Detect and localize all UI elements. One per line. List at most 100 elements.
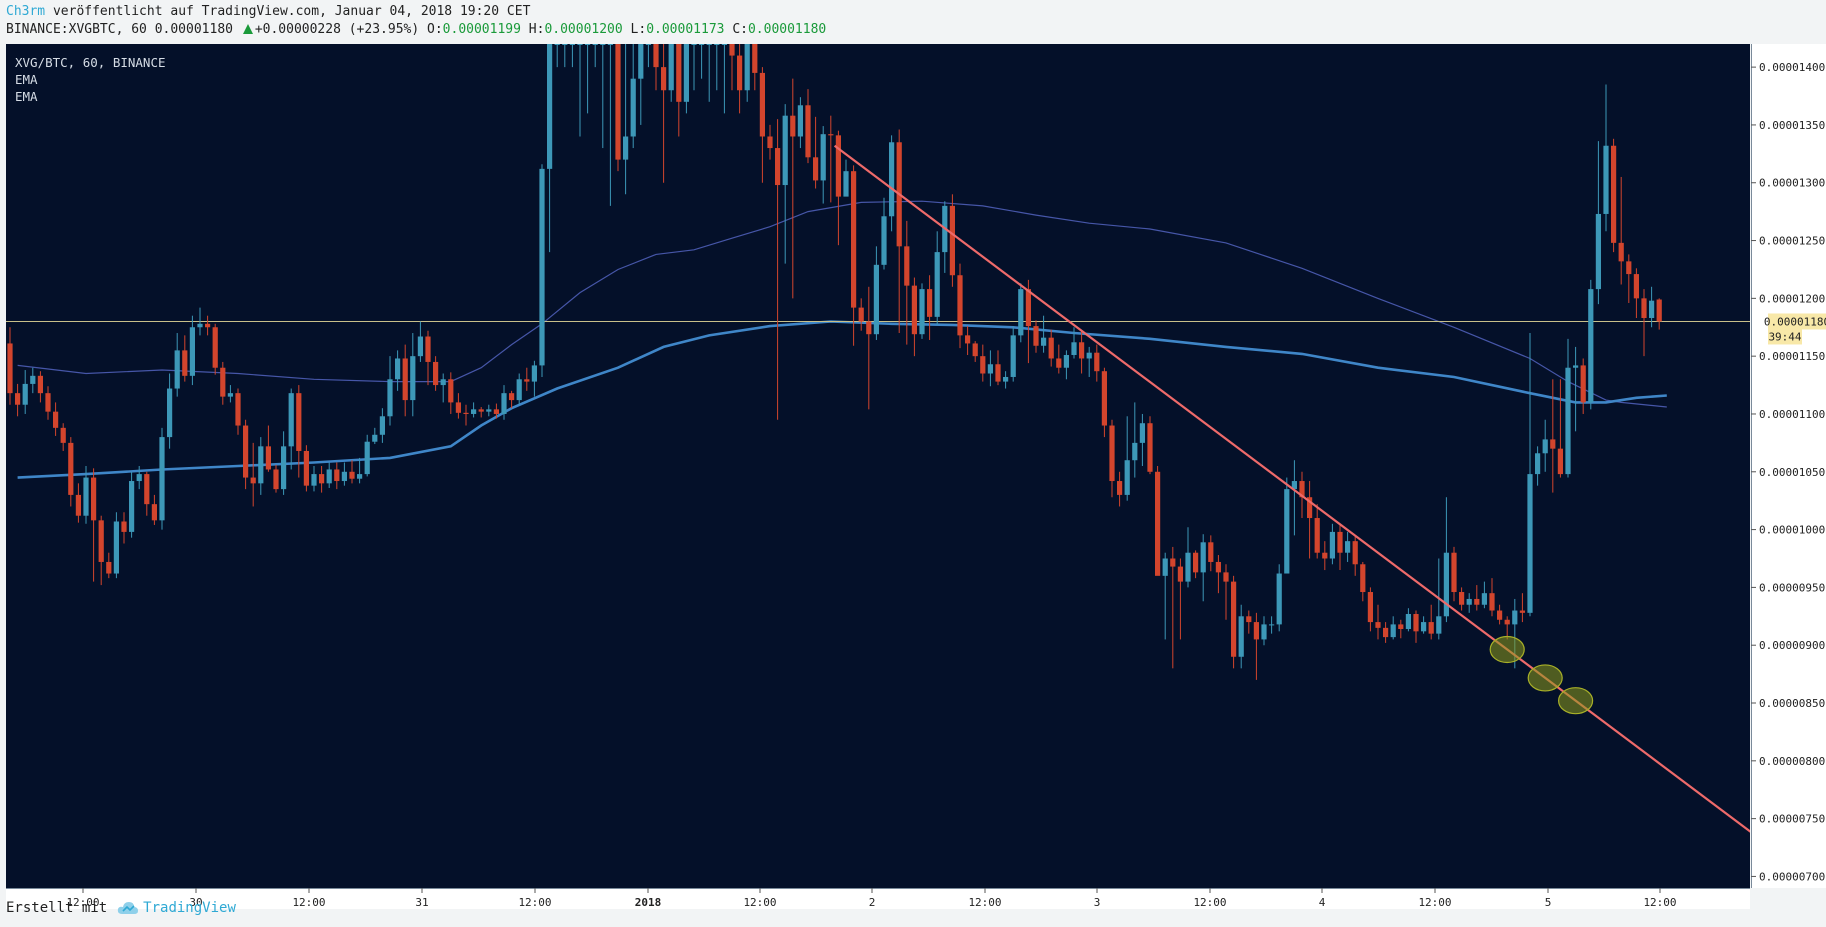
price-badge — [1768, 313, 1826, 330]
candle-down — [904, 246, 910, 286]
price-badge-label: 0.00001180 — [1764, 315, 1826, 328]
candle-up — [1086, 352, 1092, 359]
candle-down — [53, 411, 59, 428]
candle-down — [1170, 558, 1176, 567]
candle-up — [440, 379, 446, 386]
candle-up — [189, 327, 195, 376]
symbol-info: BINANCE:XVGBTC, 60 0.00001180 +0.0000022… — [6, 22, 826, 37]
candle-down — [1519, 610, 1525, 613]
time-tick-label: 12:00 — [743, 896, 776, 909]
candle-up — [1018, 289, 1024, 336]
candle-down — [296, 393, 302, 451]
candle-down — [349, 471, 355, 479]
candle-up — [341, 471, 347, 482]
candle-down — [98, 520, 104, 562]
candle-up — [554, 44, 560, 45]
candle-down — [661, 67, 667, 91]
candle-down — [319, 474, 325, 484]
time-tick-label: 12:00 — [292, 896, 325, 909]
candle-up — [83, 477, 89, 516]
candle-up — [1261, 624, 1267, 640]
plot-contents — [6, 44, 1750, 833]
candle-up — [281, 446, 287, 490]
candle-down — [965, 335, 971, 344]
candle-down — [1094, 352, 1100, 372]
price-change: +0.00000228 (+23.95%) — [254, 22, 420, 37]
candle-down — [1375, 622, 1381, 628]
high-value: 0.00001200 — [544, 22, 623, 37]
candle-up — [1421, 622, 1427, 632]
candle-up — [364, 441, 370, 475]
price-tick-label: 0.00001350 — [1759, 119, 1825, 132]
candle-up — [744, 44, 750, 91]
ema-fast-line — [17, 200, 1667, 408]
candle-up — [1329, 531, 1335, 559]
candle-up — [357, 474, 363, 479]
candle-down — [1383, 627, 1389, 638]
candle-up — [585, 44, 591, 45]
candle-down — [1147, 423, 1153, 472]
candle-up — [539, 168, 545, 366]
countdown-badge — [1768, 329, 1802, 345]
candle-down — [729, 44, 735, 56]
candle-down — [1474, 598, 1480, 605]
candle-up — [1185, 552, 1191, 582]
candle-up — [706, 44, 712, 45]
price-tick-label: 0.00001400 — [1759, 61, 1825, 74]
candle-up — [592, 44, 598, 45]
candle-down — [524, 379, 530, 382]
candle-down — [1215, 561, 1221, 573]
candle-up — [1162, 558, 1168, 576]
candle-up — [167, 388, 173, 438]
legend-ema: EMA — [15, 72, 38, 87]
candle-up — [30, 375, 36, 384]
candle-down — [1253, 622, 1259, 640]
candle-down — [478, 409, 484, 412]
plot-area — [6, 44, 1750, 888]
price-axis-line — [1751, 44, 1752, 888]
candle-down — [1117, 481, 1123, 495]
candle-up — [889, 142, 895, 217]
up-arrow-icon — [242, 24, 253, 34]
candle-down — [1360, 564, 1366, 593]
candle-down — [1428, 622, 1434, 634]
candle-down — [1299, 481, 1305, 498]
candle-down — [1633, 274, 1639, 299]
candle-up — [1041, 337, 1047, 346]
candle-up — [159, 437, 165, 521]
time-tick-label: 5 — [1545, 896, 1552, 909]
candle-down — [1033, 326, 1039, 346]
candle-up — [1588, 289, 1594, 403]
candle-up — [1390, 624, 1396, 638]
author-link[interactable]: Ch3rm — [6, 4, 46, 19]
candle-down — [45, 393, 51, 412]
candle-up — [1466, 598, 1472, 605]
time-axis-line — [6, 888, 1750, 889]
candle-up — [547, 44, 553, 169]
candle-down — [1641, 298, 1647, 319]
low-value: 0.00001173 — [646, 22, 725, 37]
candle-up — [1527, 474, 1533, 613]
price-tick-label: 0.00001300 — [1759, 177, 1825, 190]
candle-up — [227, 393, 233, 397]
candle-up — [1565, 367, 1571, 475]
time-tick-label: 12:00 — [968, 896, 1001, 909]
candle-up — [1238, 616, 1244, 657]
candle-down — [60, 427, 66, 443]
candle-down — [1656, 299, 1662, 322]
time-tick-label: 31 — [415, 896, 428, 909]
candle-up — [843, 171, 849, 197]
price-tick-label: 0.00000950 — [1759, 581, 1825, 594]
candle-down — [144, 474, 150, 505]
tradingview-cloud-icon — [117, 901, 139, 919]
countdown-badge-label: 39:44 — [1768, 330, 1801, 343]
candle-down — [151, 504, 157, 521]
candle-down — [334, 469, 340, 482]
candle-up — [934, 252, 940, 317]
candle-down — [91, 477, 97, 521]
candle-up — [1291, 481, 1297, 490]
candle-up — [623, 136, 629, 160]
open-value: 0.00001199 — [442, 22, 521, 37]
tradingview-link[interactable]: TradingView — [143, 900, 236, 916]
